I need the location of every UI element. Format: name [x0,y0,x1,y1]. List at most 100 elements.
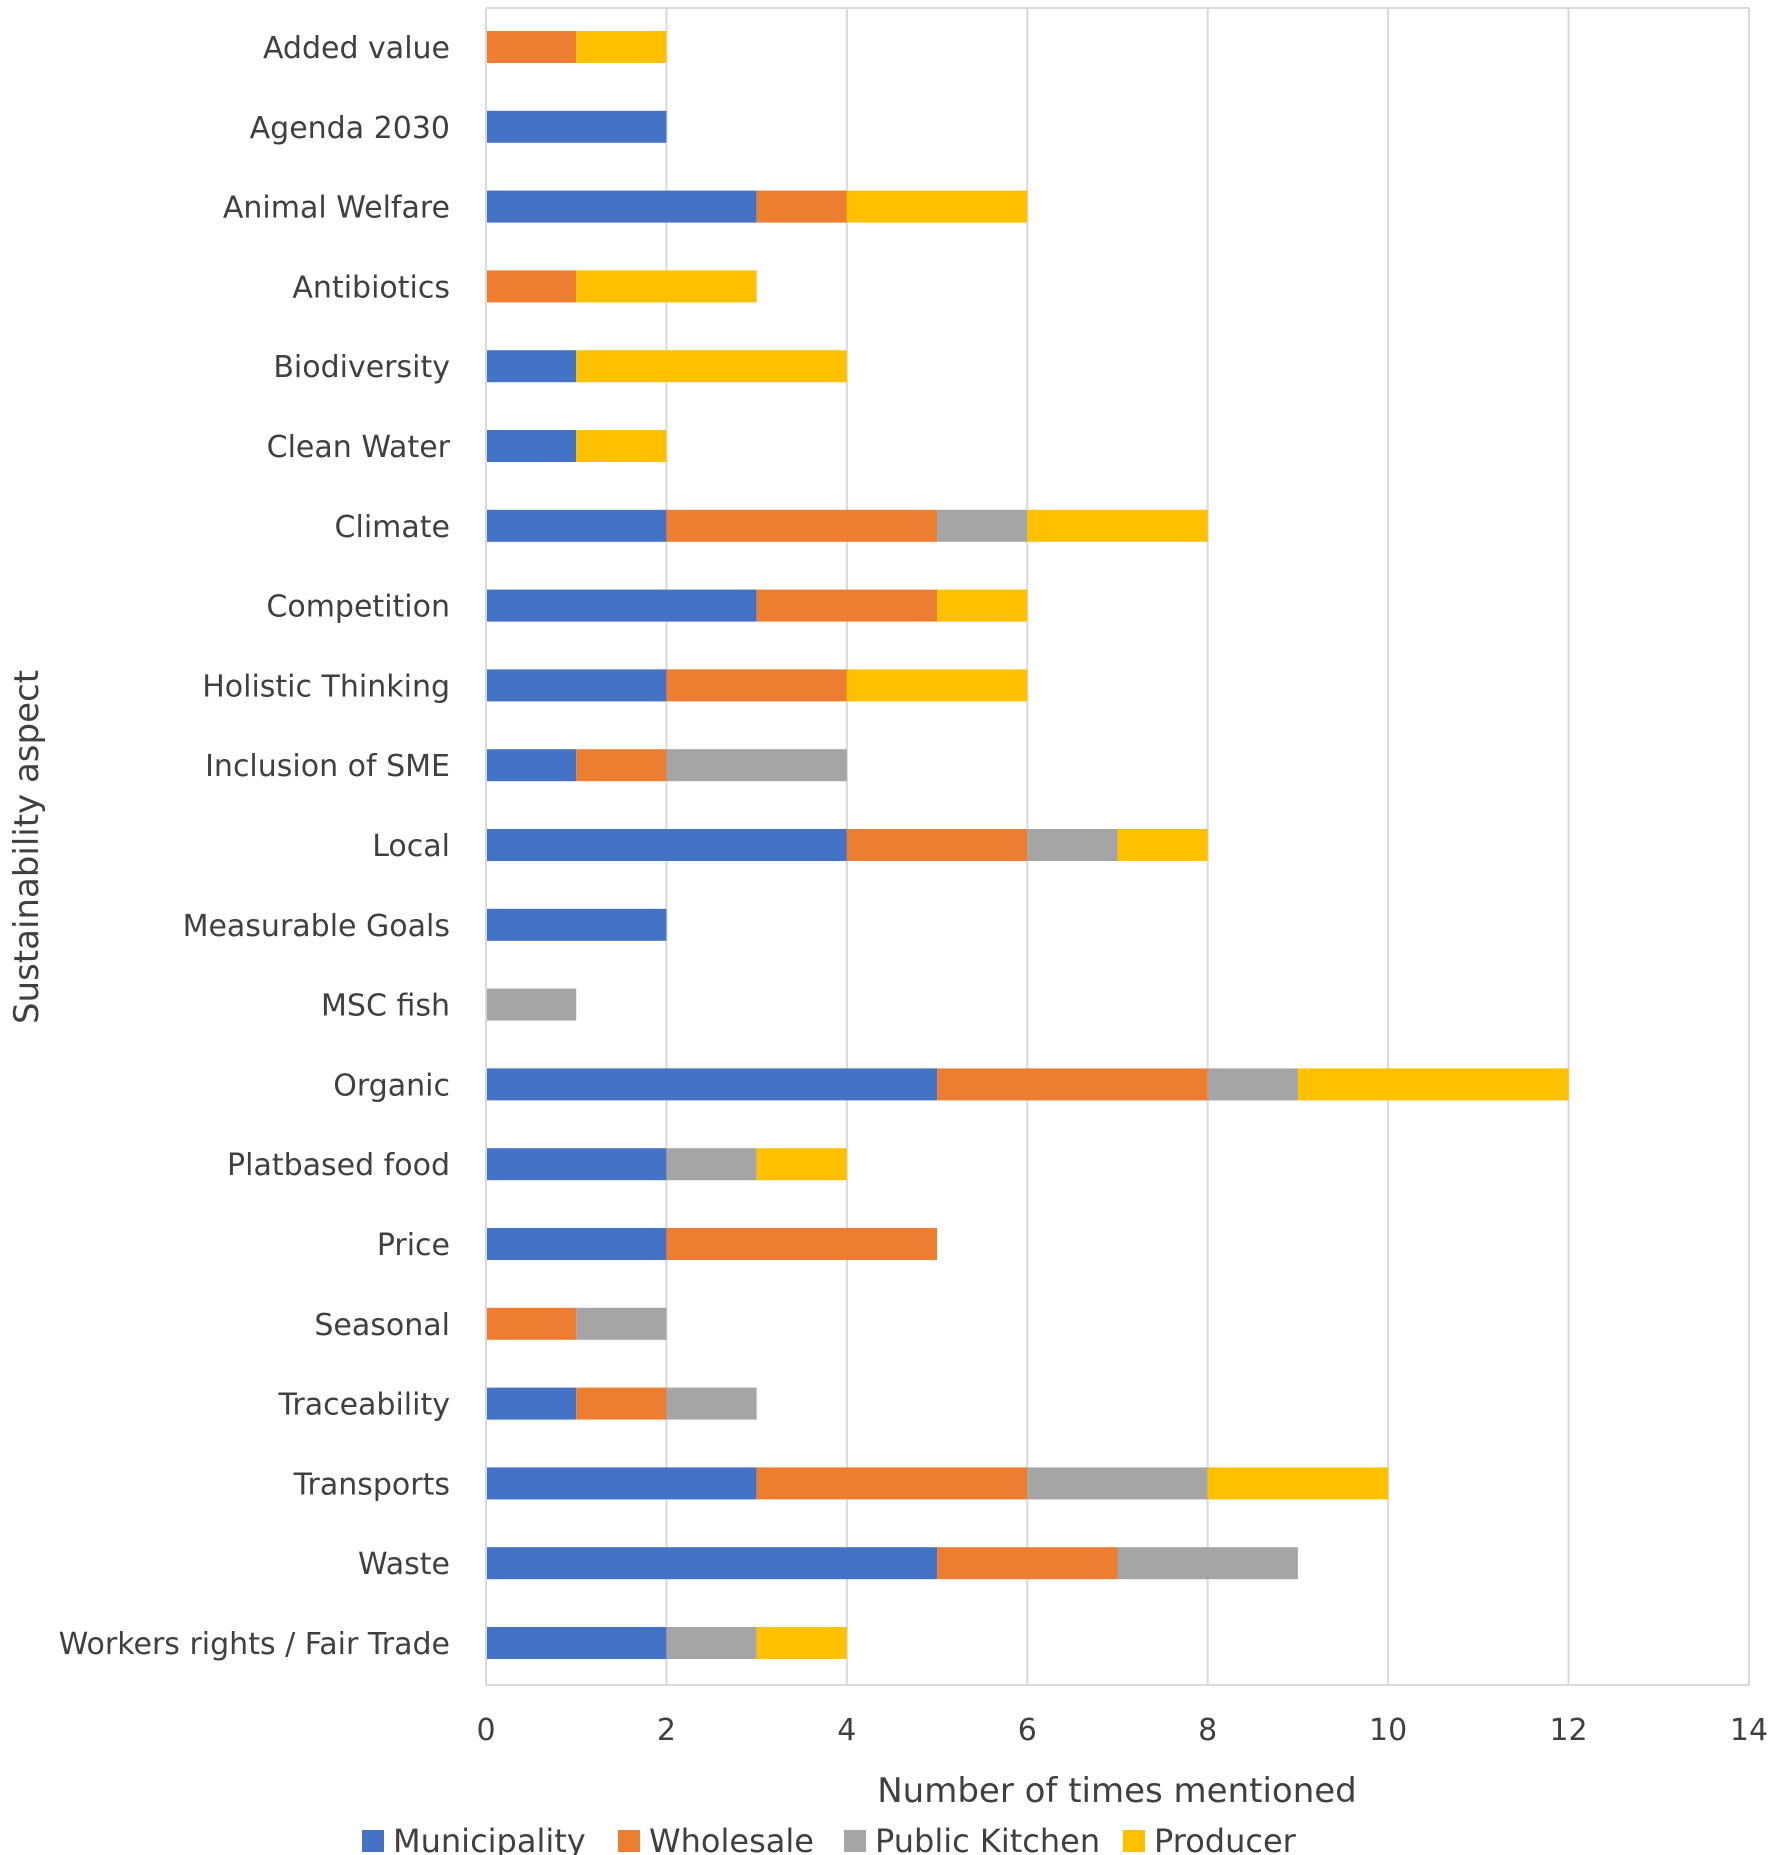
category-label-platbased-food: Platbased food [227,1148,450,1183]
category-label-added-value: Added value [263,31,450,66]
category-label-animal-welfare: Animal Welfare [223,191,450,226]
x-tick-label-2: 2 [657,1713,676,1748]
bar-antibiotics-wholesale [486,270,577,303]
bar-traceability-public-kitchen [666,1387,757,1420]
legend-label-public-kitchen: Public Kitchen [875,1822,1100,1855]
bar-waste-public-kitchen [1117,1547,1298,1580]
bar-organic-municipality [486,1068,938,1101]
bar-measurable-goals-municipality [486,908,667,941]
x-tick-label-6: 6 [1018,1713,1037,1748]
legend-label-municipality: Municipality [393,1822,586,1855]
category-label-agenda-2030: Agenda 2030 [250,111,450,146]
bar-price-wholesale [666,1228,938,1260]
category-label-traceability: Traceability [277,1388,450,1423]
x-axis-title: Number of times mentioned [877,1771,1357,1811]
bar-agenda-2030-municipality [486,110,667,143]
x-tick-label-12: 12 [1549,1713,1587,1748]
category-label-clean-water: Clean Water [267,430,451,465]
category-labels: Added value Agenda 2030 Animal Welfare Anti… [59,31,451,1662]
bar-clean-water-municipality [486,430,577,462]
legend-swatch-municipality [362,1830,384,1852]
bars [486,31,1569,1659]
bar-antibiotics-producer [576,270,757,303]
bar-biodiversity-producer [576,350,847,383]
category-label-transports: Transports [293,1467,450,1502]
legend-swatch-public-kitchen [844,1830,866,1852]
axes [485,8,1749,1686]
x-tick-label-4: 4 [837,1713,856,1748]
y-axis-title: Sustainability aspect [7,670,47,1024]
bar-climate-municipality [486,509,667,542]
bar-local-municipality [486,829,847,861]
bar-traceability-municipality [486,1387,577,1420]
category-label-inclusion-of-sme: Inclusion of SME [205,749,450,784]
bar-biodiversity-municipality [486,350,577,383]
bar-inclusion-of-sme-municipality [486,749,577,782]
bar-holistic-thinking-wholesale [666,669,847,702]
bar-workers-rights-fair-trade-public-kitchen [666,1627,757,1659]
bar-local-producer [1117,829,1208,861]
bar-workers-rights-fair-trade-municipality [486,1627,667,1659]
bar-transports-producer [1207,1467,1389,1500]
category-label-msc-fish: MSC fish [321,989,450,1024]
bar-price-municipality [486,1228,667,1260]
category-label-workers-rights-fair-trade: Workers rights / Fair Trade [59,1627,450,1662]
category-label-antibiotics: Antibiotics [292,270,450,305]
bar-inclusion-of-sme-public-kitchen [666,749,847,782]
bar-organic-producer [1297,1068,1569,1101]
category-label-price: Price [377,1228,450,1263]
bar-competition-wholesale [756,589,938,622]
category-label-waste: Waste [358,1547,450,1582]
x-tick-label-10: 10 [1369,1713,1407,1748]
bar-waste-wholesale [937,1547,1118,1580]
bar-animal-welfare-municipality [486,190,757,223]
x-tick-labels: 0 2 4 6 8 10 12 14 [476,1713,1768,1748]
category-label-holistic-thinking: Holistic Thinking [202,669,450,704]
legend-swatch-producer [1123,1830,1145,1852]
category-label-measurable-goals: Measurable Goals [183,909,450,944]
bar-added-value-wholesale [486,31,577,63]
bar-local-wholesale [846,829,1028,861]
bar-organic-public-kitchen [1207,1068,1298,1101]
bar-added-value-producer [576,31,667,63]
bar-holistic-thinking-municipality [486,669,667,702]
x-tick-label-8: 8 [1198,1713,1217,1748]
bar-climate-producer [1027,509,1208,542]
category-label-organic: Organic [333,1068,450,1103]
bar-platbased-food-producer [756,1148,847,1181]
bar-seasonal-public-kitchen [576,1307,667,1340]
bar-platbased-food-municipality [486,1148,667,1181]
bar-clean-water-producer [576,430,667,462]
bar-inclusion-of-sme-wholesale [576,749,667,782]
bar-animal-welfare-producer [846,190,1028,223]
x-tick-label-0: 0 [476,1713,495,1748]
bar-climate-public-kitchen [937,509,1028,542]
bar-competition-municipality [486,589,757,622]
bar-organic-wholesale [937,1068,1208,1101]
bar-competition-producer [937,589,1028,622]
bar-climate-wholesale [666,509,938,542]
legend-label-wholesale: Wholesale [649,1822,814,1855]
category-label-climate: Climate [335,510,450,545]
bar-transports-wholesale [756,1467,1028,1500]
bar-platbased-food-public-kitchen [666,1148,757,1181]
bar-seasonal-wholesale [486,1307,577,1340]
bar-msc-fish-public-kitchen [486,988,577,1021]
bar-waste-municipality [486,1547,938,1580]
legend-label-producer: Producer [1154,1822,1297,1855]
category-label-local: Local [372,829,450,864]
bar-workers-rights-fair-trade-producer [756,1627,847,1659]
bar-holistic-thinking-producer [846,669,1028,702]
bar-animal-welfare-wholesale [756,190,847,223]
category-label-biodiversity: Biodiversity [273,350,450,385]
category-label-competition: Competition [266,590,450,625]
bar-transports-municipality [486,1467,757,1500]
x-tick-label-14: 14 [1730,1713,1768,1748]
bar-transports-public-kitchen [1027,1467,1208,1500]
legend: Municipality Wholesale Public Kitchen Produ… [362,1822,1297,1855]
bar-local-public-kitchen [1027,829,1118,861]
category-label-seasonal: Seasonal [314,1308,450,1343]
bar-traceability-wholesale [576,1387,667,1420]
legend-swatch-wholesale [618,1830,640,1852]
